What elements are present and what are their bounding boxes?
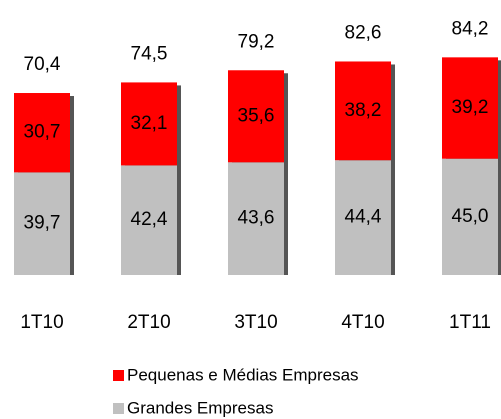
- x-tick-label: 2T10: [127, 312, 170, 333]
- bar-segment: [335, 160, 391, 275]
- total-label: 82,6: [345, 22, 382, 43]
- data-label: 43,6: [238, 208, 275, 229]
- data-label: 38,2: [345, 100, 382, 121]
- legend-label: Grandes Empresas: [127, 398, 273, 417]
- x-tick-label: 1T10: [20, 312, 63, 333]
- data-label: 35,6: [238, 105, 275, 126]
- data-label: 39,2: [452, 97, 489, 118]
- x-tick-label: 3T10: [234, 312, 277, 333]
- bar-segment: [442, 158, 498, 275]
- bar-segment: [14, 93, 70, 173]
- bar-segment: [335, 61, 391, 161]
- legend-swatch: [113, 370, 124, 381]
- x-tick-label: 4T10: [341, 312, 384, 333]
- data-label: 44,4: [345, 207, 382, 228]
- legend-label: Pequenas e Médias Empresas: [127, 365, 359, 384]
- total-label: 84,2: [452, 18, 489, 39]
- bar-segment: [121, 82, 177, 166]
- bar-segment: [14, 172, 70, 275]
- legend-swatch: [113, 403, 124, 414]
- data-label: 39,7: [24, 213, 61, 234]
- bar-segment: [228, 70, 284, 163]
- data-label: 42,4: [131, 209, 168, 230]
- data-label: 32,1: [131, 113, 168, 134]
- total-label: 70,4: [24, 54, 61, 75]
- x-tick-label: 1T11: [449, 312, 491, 333]
- data-label: 45,0: [452, 206, 489, 227]
- total-label: 79,2: [238, 31, 275, 52]
- data-label: 30,7: [24, 122, 61, 143]
- bar-segment: [121, 165, 177, 275]
- bar-segment: [228, 162, 284, 275]
- bar-segment: [442, 57, 498, 159]
- total-label: 74,5: [131, 43, 168, 64]
